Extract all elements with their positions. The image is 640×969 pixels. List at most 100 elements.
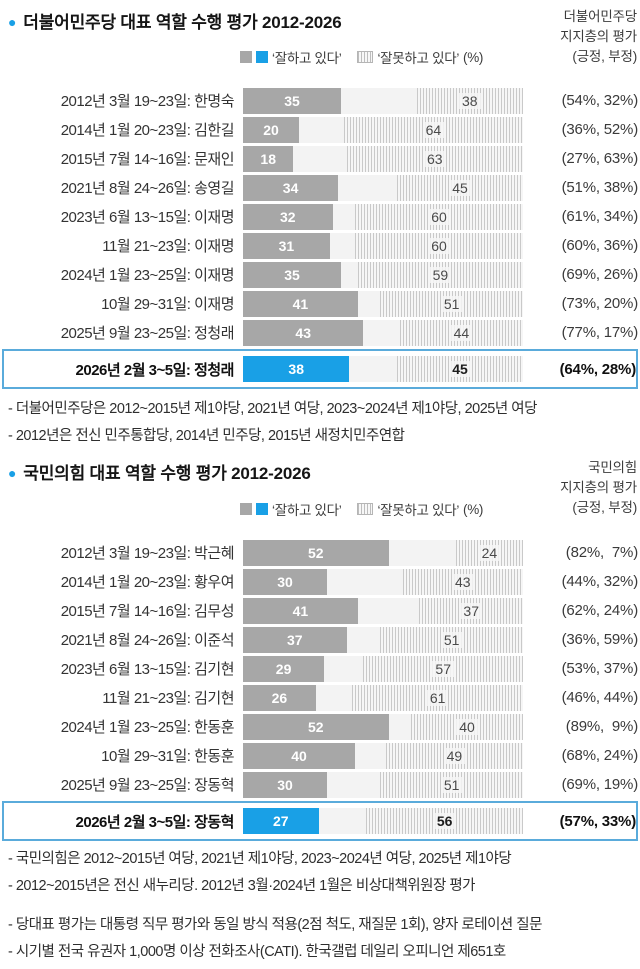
negative-bar: 24 [455, 539, 523, 566]
positive-bar: 41 [243, 290, 358, 317]
chart-row: 2023년 6월 13~15일: 김기현 29 57 (53%, 37%) [2, 654, 638, 683]
positive-bar: 35 [243, 261, 341, 288]
negative-value: 64 [422, 121, 445, 138]
supporter-rating: (27%, 63%) [561, 150, 639, 167]
positive-bar: 37 [243, 626, 347, 653]
row-date-leader-label: 2025년 9월 23~25일: 정청래 [60, 325, 235, 342]
supporter-rating: (54%, 32%) [561, 92, 639, 109]
positive-value: 35 [284, 266, 300, 283]
positive-value: 27 [273, 813, 289, 829]
negative-bar: 45 [397, 174, 523, 201]
row-date-leader-label: 2024년 1월 23~25일: 한동훈 [60, 719, 235, 736]
chart-row: 2025년 9월 23~25일: 정청래 43 44 (77%, 17%) [2, 318, 638, 347]
chart2-side-header: 국민의힘 지지층의 평가 (긍정, 부정) [560, 458, 637, 518]
chart-row: 2023년 6월 13~15일: 이재명 32 60 (61%, 34%) [2, 202, 638, 231]
supporter-rating: (64%, 28%) [559, 360, 637, 378]
side-header-line: 지지층의 평가 [560, 29, 637, 44]
positive-bar: 30 [243, 771, 327, 798]
chart1-title: ● 더불어민주당 대표 역할 수행 평가 2012-2026 [8, 8, 342, 33]
bar-track: 41 37 [243, 597, 523, 624]
positive-bar: 18 [243, 145, 294, 172]
chart-row: 2026년 2월 3~5일: 장동혁 27 56 (57%, 33%) [2, 801, 638, 841]
supporter-rating: (51%, 38%) [561, 179, 639, 196]
supporter-rating: (62%, 24%) [561, 602, 639, 619]
chart2-title: ● 국민의힘 대표 역할 수행 평가 2012-2026 [8, 459, 311, 484]
positive-bar: 27 [243, 808, 319, 834]
row-date-leader-label: 2014년 1월 20~23일: 김한길 [60, 122, 235, 139]
row-date-leader-label: 11월 21~23일: 김기현 [102, 690, 234, 707]
supporter-rating: (46%, 44%) [561, 689, 639, 706]
supporter-rating: (68%, 24%) [561, 747, 639, 764]
row-date-leader-label: 2026년 2월 3~5일: 정청래 [75, 361, 235, 379]
negative-value: 60 [428, 237, 450, 254]
row-date-leader-label: 2012년 3월 19~23일: 한명숙 [60, 93, 235, 110]
chart1-footnotes: - 더불어민주당은 2012~2015년 제1야당, 2021년 여당, 202… [8, 396, 537, 450]
row-date-leader-label: 11월 21~23일: 이재명 [102, 238, 234, 255]
bar-track: 52 40 [243, 713, 523, 740]
negative-bar: 59 [357, 261, 523, 288]
chart-row: 2025년 9월 23~25일: 장동혁 30 51 (69%, 19%) [2, 770, 638, 799]
bar-track: 43 44 [243, 319, 523, 346]
chart-row: 2024년 1월 23~25일: 이재명 35 59 (69%, 26%) [2, 260, 638, 289]
chart1-side-header: 더불어민주당 지지층의 평가 (긍정, 부정) [560, 7, 637, 67]
chart2-title-text: 국민의힘 대표 역할 수행 평가 2012-2026 [23, 464, 311, 483]
positive-value: 18 [260, 150, 276, 167]
row-date-leader-label: 2021년 8월 24~26일: 송영길 [60, 180, 235, 197]
chart-row: 2015년 7월 14~16일: 김무성 41 37 (62%, 24%) [2, 596, 638, 625]
bar-track: 18 63 [243, 145, 523, 172]
negative-bar: 51 [380, 290, 523, 317]
positive-gray-swatch-icon [240, 503, 252, 515]
row-date-leader-label: 2023년 6월 13~15일: 김기현 [60, 661, 235, 678]
negative-value: 51 [440, 776, 463, 793]
negative-bar: 51 [380, 771, 523, 798]
negative-bar: 43 [402, 568, 523, 595]
chart-row: 2024년 1월 23~25일: 한동훈 52 40 (89%, 9%) [2, 712, 638, 741]
positive-value: 31 [278, 237, 295, 254]
supporter-rating: (60%, 36%) [561, 237, 639, 254]
positive-bar: 38 [243, 356, 350, 382]
bar-track: 20 64 [243, 116, 523, 143]
positive-value: 43 [295, 324, 311, 341]
chart-row: 11월 21~23일: 김기현 26 61 (46%, 44%) [2, 683, 638, 712]
side-header-line: 지지층의 평가 [560, 480, 637, 495]
positive-value: 32 [280, 208, 296, 225]
row-date-leader-label: 2012년 3월 19~23일: 박근혜 [60, 545, 235, 562]
bar-track: 30 43 [243, 568, 523, 595]
chart-row: 10월 29~31일: 이재명 41 51 (73%, 20%) [2, 289, 638, 318]
negative-value: 43 [452, 573, 474, 590]
supporter-rating: (57%, 33%) [559, 812, 637, 830]
supporter-rating: (69%, 26%) [561, 266, 639, 283]
bar-track: 41 51 [243, 290, 523, 317]
row-date-leader-label: 2015년 7월 14~16일: 김무성 [60, 603, 235, 620]
negative-bar: 40 [411, 713, 523, 740]
negative-value: 57 [432, 660, 454, 677]
bar-track: 29 57 [243, 655, 523, 682]
positive-value: 30 [277, 776, 293, 793]
supporter-rating: (77%, 17%) [561, 324, 639, 341]
negative-value: 51 [440, 631, 463, 648]
positive-value: 20 [263, 121, 279, 138]
positive-bar: 26 [243, 684, 316, 711]
positive-value: 30 [277, 573, 293, 590]
positive-gray-swatch-icon [240, 51, 252, 63]
side-header-line: 국민의힘 [588, 460, 637, 475]
bar-track: 35 59 [243, 261, 523, 288]
supporter-rating: (69%, 19%) [561, 776, 639, 793]
positive-value: 41 [292, 602, 309, 619]
negative-bar: 49 [385, 742, 523, 769]
positive-bar: 30 [243, 568, 327, 595]
bullet-icon: ● [8, 14, 17, 30]
negative-bar: 64 [343, 116, 523, 143]
positive-value: 52 [308, 544, 324, 561]
footnote-line: - 시기별 전국 유권자 1,000명 이상 전화조사(CATI). 한국갤럽 … [8, 944, 506, 960]
positive-value: 35 [284, 92, 300, 109]
positive-value: 40 [291, 747, 307, 764]
positive-value: 26 [271, 689, 288, 706]
negative-value: 40 [456, 718, 478, 735]
row-date-leader-label: 2024년 1월 23~25일: 이재명 [60, 267, 235, 284]
negative-value: 56 [433, 813, 456, 829]
footnote-line: - 더불어민주당은 2012~2015년 제1야당, 2021년 여당, 202… [8, 401, 537, 417]
bar-track: 31 60 [243, 232, 523, 259]
negative-value: 38 [459, 92, 481, 109]
chart-row: 2014년 1월 20~23일: 황우여 30 43 (44%, 32%) [2, 567, 638, 596]
